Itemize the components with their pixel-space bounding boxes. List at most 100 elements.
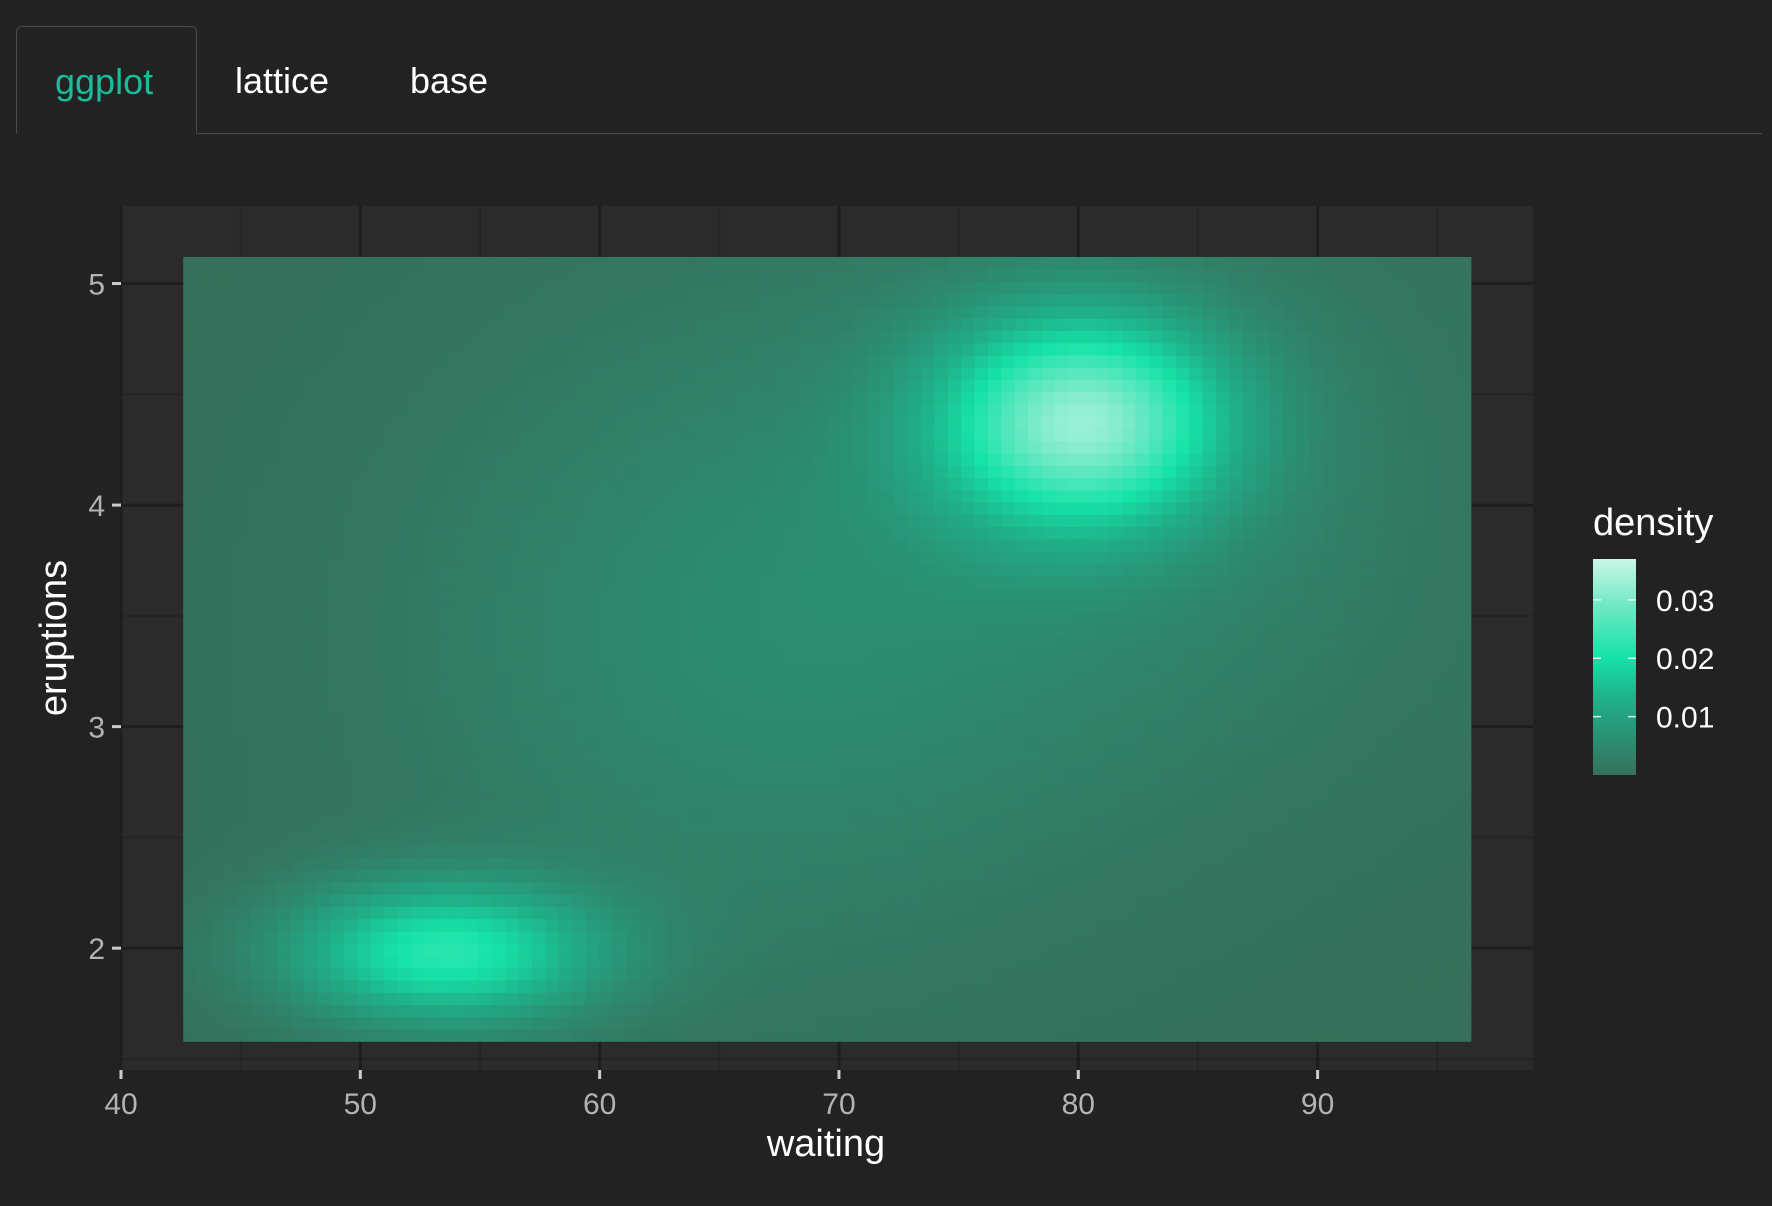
heat-tile (464, 563, 479, 577)
heat-tile (558, 514, 573, 528)
heat-tile (733, 673, 748, 687)
heat-tile (411, 256, 426, 270)
heat-tile (1175, 869, 1190, 883)
heat-tile (250, 489, 265, 503)
heat-tile (961, 783, 976, 797)
heat-tile (531, 881, 546, 895)
heat-tile (853, 722, 868, 736)
heat-tile (961, 930, 976, 944)
heat-tile (652, 636, 667, 650)
heat-tile (317, 857, 332, 871)
heat-tile (867, 808, 882, 822)
heat-tile (1081, 293, 1096, 307)
heat-tile (1014, 967, 1029, 981)
heat-tile (290, 992, 305, 1006)
heat-tile (263, 918, 278, 932)
heat-tile (1175, 857, 1190, 871)
heat-tile (639, 318, 654, 332)
heat-tile (706, 465, 721, 479)
heat-tile (545, 538, 560, 552)
heat-tile (370, 698, 385, 711)
heat-tile (759, 477, 774, 491)
heat-tile (263, 636, 278, 650)
heat-tile (1135, 685, 1150, 699)
heat-tile (491, 379, 506, 393)
heat-tile (330, 489, 345, 503)
heat-tile (786, 514, 801, 528)
heat-tile (907, 685, 922, 699)
heat-tile (1162, 906, 1177, 920)
heat-tile (1068, 930, 1083, 944)
heat-tile (800, 563, 815, 577)
heat-tile (518, 391, 533, 405)
heat-tile (612, 894, 627, 907)
heat-tile (746, 269, 761, 283)
heat-tile (183, 894, 198, 907)
heat-tile (867, 538, 882, 552)
heat-tile (250, 734, 265, 748)
heat-tile (464, 293, 479, 307)
heat-tile (1189, 428, 1204, 442)
heat-tile (250, 832, 265, 846)
heat-tile (478, 943, 493, 957)
heat-tile (719, 698, 734, 711)
heat-tile (639, 747, 654, 760)
heat-tile (599, 845, 614, 858)
heat-tile (773, 502, 788, 515)
heat-tile (599, 832, 614, 846)
heat-tile (464, 979, 479, 993)
heat-tile (639, 575, 654, 589)
heat-tile (290, 698, 305, 711)
tab-ggplot[interactable]: ggplot (16, 26, 197, 134)
heat-tile (1001, 734, 1016, 748)
heat-tile (612, 992, 627, 1006)
heat-tile (1122, 502, 1137, 515)
tab-base[interactable]: base (410, 60, 489, 101)
heat-tile (1148, 293, 1163, 307)
heat-tile (303, 832, 318, 846)
heat-tile (236, 342, 251, 356)
heat-tile (947, 832, 962, 846)
heat-tile (1175, 906, 1190, 920)
heat-tile (424, 918, 439, 932)
heat-tile (974, 979, 989, 993)
heat-tile (223, 330, 238, 344)
heat-tile (840, 955, 855, 969)
heat-tile (290, 600, 305, 613)
heat-tile (907, 379, 922, 393)
heat-tile (612, 857, 627, 871)
heat-tile (599, 367, 614, 381)
heat-tile (478, 685, 493, 699)
heat-tile (1108, 1004, 1123, 1018)
heat-tile (1108, 330, 1123, 344)
heat-tile (451, 281, 466, 295)
heat-tile (625, 783, 640, 797)
heat-tile (1001, 293, 1016, 307)
tab-lattice[interactable]: lattice (235, 60, 330, 101)
heat-tile (1068, 857, 1083, 871)
heat-tile (290, 661, 305, 675)
heat-tile (397, 869, 412, 883)
heat-tile (894, 502, 909, 515)
heat-tile (907, 673, 922, 687)
heat-tile (907, 796, 922, 809)
heat-tile (1041, 612, 1056, 626)
heat-tile (894, 1016, 909, 1030)
heat-tile (317, 624, 332, 638)
heat-tile (987, 305, 1002, 319)
heat-tile (545, 820, 560, 834)
heat-tile (974, 698, 989, 711)
heat-tile (679, 514, 694, 528)
heat-tile (987, 465, 1002, 479)
heat-tile (424, 759, 439, 773)
heat-tile (759, 1004, 774, 1018)
heat-tile (894, 281, 909, 295)
heat-tile (625, 563, 640, 577)
heat-tile (451, 979, 466, 993)
heat-tile (1095, 1028, 1110, 1042)
heat-tile (1202, 477, 1217, 491)
heat-tile (545, 465, 560, 479)
heat-tile (1108, 906, 1123, 920)
heat-tile (813, 845, 828, 858)
heat-tile (666, 330, 681, 344)
